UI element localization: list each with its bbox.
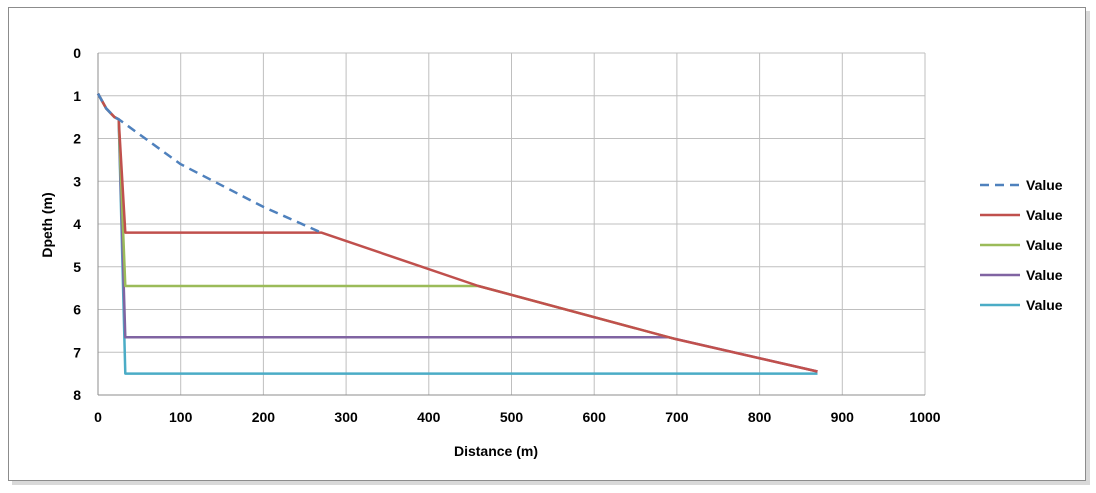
y-tick-label: 8 — [73, 387, 81, 403]
y-axis-title: Dpeth (m) — [39, 192, 55, 257]
y-tick-label: 7 — [73, 344, 81, 360]
y-tick-label: 5 — [73, 259, 81, 275]
grid-lines — [97, 52, 926, 396]
x-tick-label: 500 — [500, 409, 524, 425]
x-tick-label: 600 — [583, 409, 607, 425]
legend-label-3: Value — [1026, 237, 1063, 253]
series-line-2 — [96, 92, 818, 373]
x-tick-label: 800 — [748, 409, 772, 425]
legend-label-1: Value — [1026, 177, 1063, 193]
x-tick-label: 300 — [334, 409, 358, 425]
x-tick-label: 100 — [169, 409, 193, 425]
y-tick-label: 6 — [73, 302, 81, 318]
y-tick-label: 0 — [73, 45, 81, 61]
y-tick-label: 4 — [73, 216, 81, 232]
chart-frame — [8, 7, 1086, 481]
x-tick-label: 900 — [831, 409, 855, 425]
series-line-3 — [96, 92, 678, 341]
legend-label-4: Value — [1026, 267, 1063, 283]
x-tick-label: 400 — [417, 409, 441, 425]
x-axis-ticks: 0 100 200 300 400 500 600 700 800 900 1000 — [94, 409, 941, 425]
x-tick-label: 0 — [94, 409, 102, 425]
x-tick-label: 1000 — [909, 409, 940, 425]
x-tick-label: 200 — [252, 409, 276, 425]
y-axis-ticks: 0 1 2 3 4 5 6 7 8 — [73, 45, 81, 403]
series-line-1 — [96, 92, 322, 234]
series-lines — [96, 92, 818, 375]
y-tick-label: 3 — [73, 173, 81, 189]
legend-label-5: Value — [1026, 297, 1063, 313]
x-axis-title: Distance (m) — [454, 443, 538, 459]
legend: Value Value Value Value Value — [980, 177, 1063, 313]
y-tick-label: 1 — [73, 88, 81, 104]
y-tick-label: 2 — [73, 131, 81, 147]
x-tick-label: 700 — [665, 409, 689, 425]
legend-label-2: Value — [1026, 207, 1063, 223]
